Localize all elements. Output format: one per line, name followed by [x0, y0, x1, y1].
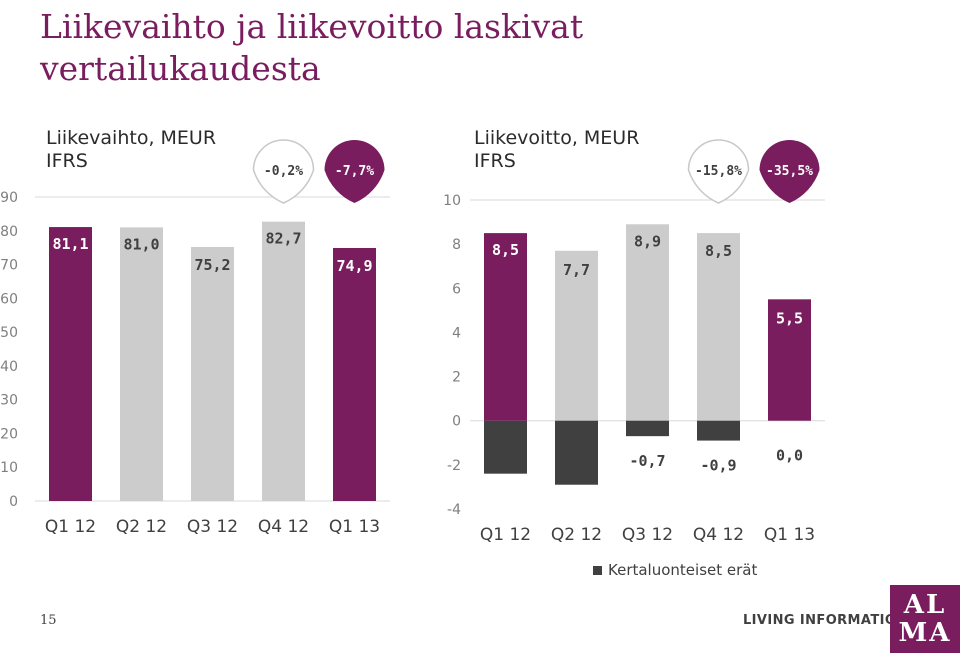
revenue-category-label: Q1 13	[329, 517, 380, 537]
profit-y-tick: -4	[447, 502, 461, 518]
profit-title-line-1: Liikevoitto, MEUR	[474, 127, 640, 149]
profit-value-label: 8,5	[492, 241, 519, 259]
one-off-value-label: -0,9	[700, 457, 736, 475]
one-off-value-label: -0,7	[629, 452, 665, 470]
profit-value-label: 8,5	[705, 242, 732, 260]
revenue-bar	[49, 227, 92, 501]
profit-legend: Kertaluonteiset erät	[593, 561, 757, 579]
legend-label-one-off-items: Kertaluonteiset erät	[608, 561, 758, 579]
profit-y-tick: 8	[452, 237, 461, 253]
profit-bar	[626, 224, 669, 421]
revenue-title-line-1: Liikevaihto, MEUR	[46, 127, 217, 149]
revenue-y-tick: 20	[0, 426, 18, 442]
revenue-change-1-badge-label: -7,7%	[335, 164, 374, 179]
revenue-category-label: Q1 12	[45, 517, 96, 537]
tagline: LIVING INFORMATION	[743, 613, 908, 628]
profit-category-label: Q1 12	[480, 525, 531, 545]
profit-bar	[484, 233, 527, 421]
profit-title-line-2: IFRS	[474, 150, 516, 172]
profit-bar	[555, 250, 598, 421]
one-off-bar	[484, 420, 527, 474]
revenue-y-tick: 60	[0, 291, 18, 307]
profit-chart-title: Liikevoitto, MEUR IFRS	[474, 127, 639, 173]
logo-line-1: AL	[903, 590, 947, 620]
revenue-bar	[262, 221, 305, 501]
profit-category-label: Q4 12	[693, 525, 744, 545]
revenue-change-0-badge-label: -0,2%	[264, 164, 303, 179]
revenue-category-label: Q2 12	[116, 517, 167, 537]
revenue-bar	[191, 246, 234, 501]
logo-line-2: MA	[898, 618, 952, 648]
one-off-bar	[555, 420, 598, 485]
one-off-bar	[697, 420, 740, 441]
revenue-category-label: Q4 12	[258, 517, 309, 537]
profit-y-tick: 0	[452, 414, 461, 430]
revenue-y-tick: 90	[0, 190, 18, 206]
revenue-change-0-badge-shape	[252, 139, 315, 204]
revenue-y-tick: 30	[0, 393, 18, 409]
revenue-y-tick: 40	[0, 359, 18, 375]
page-number: 15	[40, 613, 57, 628]
profit-change-0-badge-label: -15,8%	[695, 164, 742, 179]
revenue-bar	[333, 248, 376, 501]
revenue-y-tick: 80	[0, 224, 18, 240]
alma-logo: AL MA	[890, 585, 960, 653]
revenue-change-1-badge-shape	[324, 140, 385, 203]
profit-category-label: Q1 13	[764, 525, 815, 545]
profit-value-label: 7,7	[563, 261, 590, 279]
revenue-value-label: 82,7	[265, 230, 301, 248]
revenue-y-tick: 0	[9, 494, 18, 510]
profit-category-label: Q2 12	[551, 525, 602, 545]
profit-y-tick: 6	[452, 281, 461, 297]
profit-category-label: Q3 12	[622, 525, 673, 545]
slide-title: Liikevaihto ja liikevoitto laskivat vert…	[40, 7, 584, 88]
revenue-y-tick: 10	[0, 460, 18, 476]
legend-swatch-one-off-items	[593, 565, 602, 575]
profit-y-tick: 2	[452, 370, 461, 386]
revenue-title-line-2: IFRS	[46, 150, 88, 172]
profit-change-1-badge-label: -35,5%	[766, 164, 813, 179]
one-off-value-label: 0,0	[776, 447, 803, 465]
profit-value-label: 5,5	[776, 309, 803, 327]
revenue-value-label: 81,0	[123, 235, 159, 253]
profit-value-label: 8,9	[634, 232, 661, 250]
profit-y-tick: 4	[452, 325, 461, 341]
profit-change-0-badge-shape	[687, 139, 750, 204]
profit-bar	[697, 233, 740, 421]
profit-y-tick: -2	[447, 458, 461, 474]
revenue-category-label: Q3 12	[187, 517, 238, 537]
revenue-chart-title: Liikevaihto, MEUR IFRS	[46, 127, 216, 173]
revenue-value-label: 81,1	[52, 235, 88, 253]
profit-y-tick: 10	[443, 193, 461, 209]
profit-change-1-badge-shape	[759, 140, 820, 203]
revenue-value-label: 75,2	[194, 256, 230, 274]
revenue-value-label: 74,9	[336, 257, 372, 275]
revenue-y-tick: 50	[0, 325, 18, 341]
profit-bar	[768, 299, 811, 421]
revenue-bar	[120, 227, 163, 501]
one-off-bar	[626, 420, 669, 437]
revenue-y-tick: 70	[0, 258, 18, 274]
